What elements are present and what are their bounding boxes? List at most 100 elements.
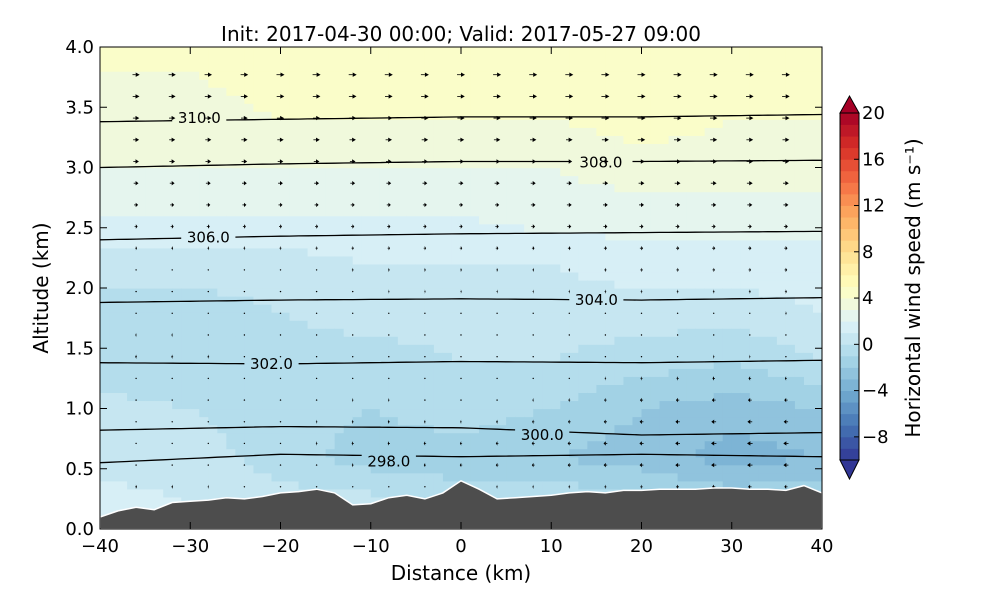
field-cell — [370, 408, 381, 418]
field-cell — [677, 312, 688, 321]
field-cell — [524, 344, 534, 353]
field-cell — [533, 71, 543, 80]
field-cell — [190, 135, 200, 144]
field-cell — [199, 392, 209, 402]
field-cell — [776, 135, 787, 144]
field-cell — [442, 175, 453, 185]
field-cell — [515, 127, 525, 136]
field-cell — [587, 87, 597, 96]
field-cell — [749, 368, 760, 377]
field-cell — [767, 167, 778, 177]
field-cell — [217, 352, 227, 361]
field-cell — [118, 352, 128, 361]
field-cell — [578, 328, 588, 337]
field-cell — [127, 159, 137, 169]
field-cell — [704, 119, 715, 128]
field-cell — [794, 440, 805, 450]
field-cell — [190, 95, 200, 104]
field-cell — [406, 183, 417, 193]
field-cell — [307, 151, 318, 161]
field-cell — [749, 344, 760, 353]
field-cell — [442, 63, 453, 72]
field-cell — [560, 255, 570, 265]
field-cell — [172, 352, 182, 361]
field-cell — [253, 175, 264, 185]
field-cell — [181, 336, 191, 345]
field-cell — [677, 408, 688, 418]
field-cell — [379, 440, 390, 450]
field-cell — [740, 175, 751, 185]
field-cell — [298, 424, 309, 434]
field-cell — [470, 63, 480, 72]
field-cell — [803, 456, 814, 466]
field-cell — [199, 47, 209, 56]
field-cell — [650, 183, 661, 193]
field-cell — [551, 408, 561, 418]
field-cell — [334, 239, 345, 249]
field-cell — [623, 247, 634, 257]
field-cell — [406, 103, 417, 112]
field-cell — [560, 79, 570, 88]
field-cell — [524, 320, 534, 329]
field-cell — [163, 247, 173, 257]
field-cell — [217, 384, 227, 394]
theta-contour-label: 310.0 — [178, 109, 221, 127]
field-cell — [722, 448, 733, 458]
field-cell — [145, 247, 155, 257]
field-cell — [794, 55, 805, 64]
field-cell — [325, 55, 336, 64]
wind-vector — [315, 269, 318, 271]
field-cell — [659, 472, 670, 482]
field-cell — [596, 143, 606, 153]
field-cell — [334, 328, 345, 337]
field-cell — [433, 408, 444, 418]
field-cell — [379, 488, 390, 498]
field-cell — [343, 167, 354, 177]
field-cell — [352, 392, 363, 402]
field-cell — [722, 63, 733, 72]
field-cell — [154, 480, 164, 490]
field-cell — [479, 336, 489, 345]
field-cell — [451, 199, 462, 209]
field-cell — [217, 191, 227, 201]
field-cell — [307, 263, 318, 273]
field-cell — [118, 279, 128, 289]
field-cell — [497, 87, 507, 96]
field-cell — [118, 376, 128, 385]
field-cell — [253, 328, 264, 337]
field-cell — [307, 63, 318, 72]
field-cell — [632, 440, 643, 450]
field-cell — [785, 279, 796, 289]
field-cell — [163, 392, 173, 402]
field-cell — [524, 199, 534, 209]
field-cell — [812, 432, 822, 442]
field-cell — [415, 400, 426, 410]
field-cell — [163, 167, 173, 177]
field-cell — [190, 480, 200, 490]
field-cell — [605, 223, 616, 233]
field-cell — [569, 47, 579, 56]
field-cell — [442, 400, 453, 410]
field-cell — [785, 247, 796, 257]
field-cell — [109, 183, 119, 193]
field-cell — [280, 247, 291, 257]
field-cell — [163, 239, 173, 249]
field-cell — [596, 55, 606, 64]
field-cell — [361, 279, 372, 289]
field-cell — [470, 119, 480, 128]
field-cell — [109, 488, 119, 498]
field-cell — [632, 127, 643, 136]
field-cell — [731, 424, 742, 434]
field-cell — [217, 376, 227, 385]
field-cell — [461, 87, 471, 96]
field-cell — [677, 63, 688, 72]
field-cell — [397, 279, 408, 289]
field-cell — [424, 304, 435, 313]
wind-vector — [135, 312, 137, 314]
field-cell — [415, 111, 426, 120]
field-cell — [542, 135, 552, 144]
field-cell — [560, 247, 570, 257]
field-cell — [749, 103, 760, 112]
field-cell — [479, 231, 489, 241]
